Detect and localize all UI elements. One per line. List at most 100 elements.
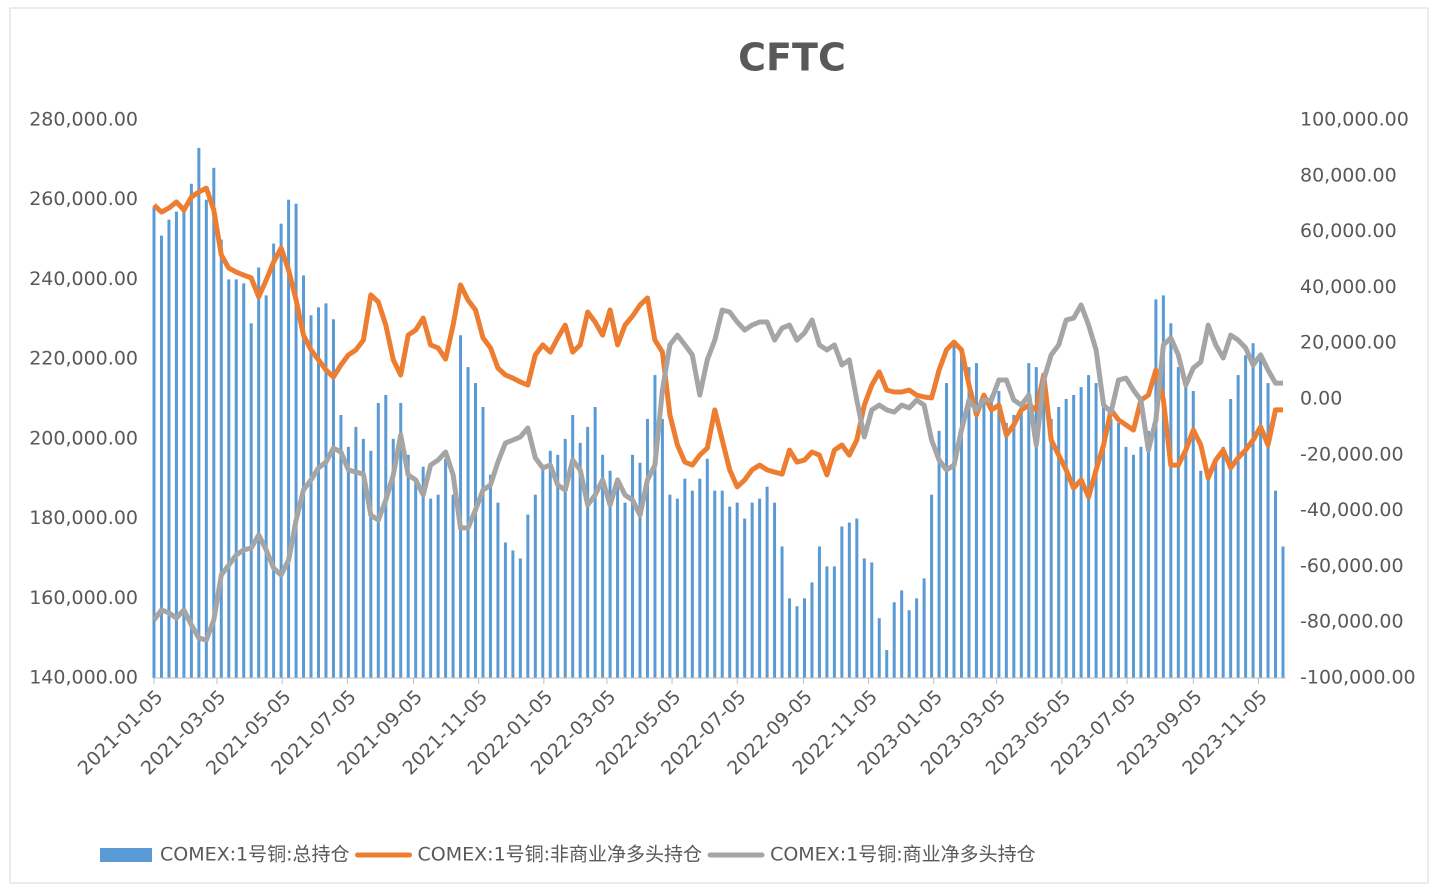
bar (690, 490, 694, 678)
bar (384, 395, 388, 678)
bar (1214, 462, 1218, 678)
bar (1117, 422, 1121, 678)
bar (219, 239, 223, 679)
bar (1244, 355, 1248, 678)
bar (189, 183, 193, 678)
bar (1266, 383, 1270, 678)
bar (257, 267, 261, 678)
bar (1124, 446, 1128, 678)
y2-tick-label: -60,000.00 (1300, 555, 1404, 577)
bar (369, 450, 373, 678)
y-tick-label: 200,000.00 (29, 427, 138, 449)
bar (608, 470, 612, 678)
bar (653, 375, 657, 678)
y2-tick-label: 80,000.00 (1300, 164, 1397, 186)
bar (421, 466, 425, 678)
bar (242, 283, 246, 678)
y2-tick-label: 0.00 (1300, 388, 1342, 410)
bar (444, 458, 448, 678)
bar (451, 494, 455, 678)
bar (1057, 406, 1061, 678)
y-tick-label: 140,000.00 (29, 667, 138, 689)
bar (481, 406, 485, 678)
bar (197, 147, 201, 678)
bar (765, 486, 769, 678)
y2-tick-label: -40,000.00 (1300, 499, 1404, 521)
legend-swatch (100, 848, 152, 862)
y-tick-label: 240,000.00 (29, 268, 138, 290)
bar (279, 223, 283, 678)
bar (309, 315, 313, 678)
y2-tick-label: 20,000.00 (1300, 332, 1397, 354)
bar (227, 279, 231, 678)
bar (937, 430, 941, 678)
y2-tick-label: -80,000.00 (1300, 611, 1404, 633)
bar (1169, 323, 1173, 678)
legend-label: COMEX:1号铜:非商业净多头持仓 (418, 844, 703, 866)
bar (548, 450, 552, 678)
bar (780, 546, 784, 678)
bar (1281, 546, 1285, 678)
bar (631, 454, 635, 678)
bar (1236, 375, 1240, 678)
bar (623, 502, 627, 678)
bar (429, 498, 433, 678)
bar (578, 442, 582, 678)
bar (1072, 395, 1076, 678)
bar (593, 406, 597, 678)
bar (989, 395, 993, 678)
bar (234, 279, 238, 678)
bar (331, 319, 335, 678)
bar (406, 454, 410, 678)
bar (212, 167, 216, 679)
bar (339, 414, 343, 678)
bar (907, 610, 911, 678)
bar (518, 558, 522, 678)
bar (750, 502, 754, 678)
y-tick-label: 180,000.00 (29, 507, 138, 529)
bar (1109, 418, 1113, 678)
y2-tick-label: 100,000.00 (1300, 109, 1409, 131)
y-tick-label: 280,000.00 (29, 109, 138, 131)
y-tick-label: 220,000.00 (29, 348, 138, 370)
bar (526, 514, 530, 678)
bar (324, 303, 328, 678)
bar (1131, 454, 1135, 678)
bar (1206, 474, 1210, 678)
bar (847, 522, 851, 678)
bar (1102, 402, 1106, 678)
bar (1027, 363, 1031, 678)
bar (645, 418, 649, 678)
bar (488, 474, 492, 678)
bar (885, 650, 889, 678)
bar (1184, 383, 1188, 678)
bar (1176, 367, 1180, 678)
bar (967, 367, 971, 678)
line (152, 185, 1283, 500)
bar (698, 478, 702, 678)
bar (586, 426, 590, 678)
bar (496, 502, 500, 678)
bar (862, 558, 866, 678)
line (151, 302, 1283, 643)
bar (346, 446, 350, 678)
bar (361, 438, 365, 678)
bar (974, 363, 978, 678)
bar (249, 323, 253, 678)
bar (563, 438, 567, 678)
bar (997, 391, 1001, 678)
bar (915, 598, 919, 678)
bar (735, 502, 739, 678)
bar (1146, 430, 1150, 678)
bar (556, 454, 560, 678)
bar (159, 235, 163, 679)
y2-tick-label: 40,000.00 (1300, 276, 1397, 298)
bar (959, 351, 963, 678)
y2-tick-label: -100,000.00 (1300, 667, 1416, 689)
bar (683, 478, 687, 678)
bar (533, 494, 537, 678)
bar (391, 438, 395, 678)
bar (728, 506, 732, 678)
bar (316, 307, 320, 678)
